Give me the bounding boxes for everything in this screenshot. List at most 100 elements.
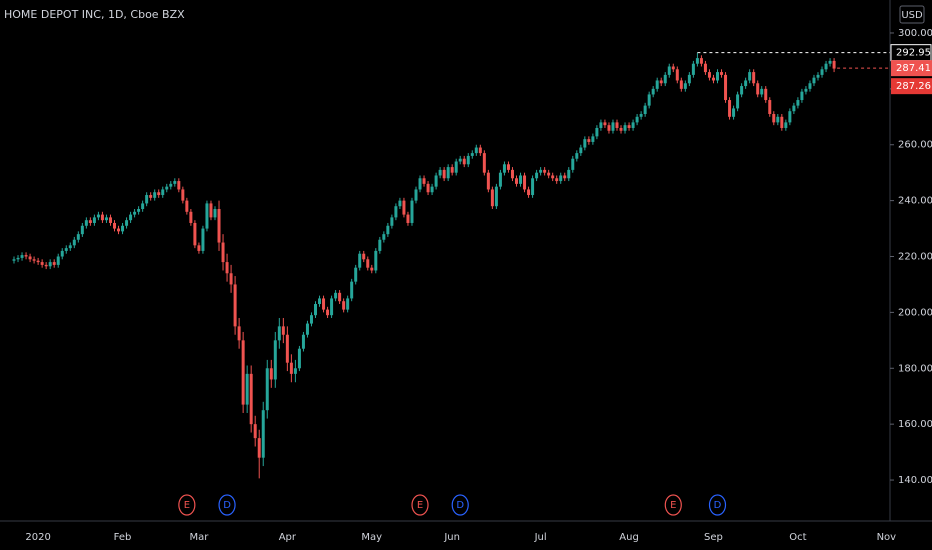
candle-body <box>502 164 506 173</box>
candle-body <box>458 158 462 162</box>
candle-body <box>482 153 486 173</box>
candle-body <box>523 175 527 190</box>
event-marker <box>411 494 429 516</box>
candle-body <box>245 373 249 405</box>
candle-body <box>44 264 48 267</box>
y-tick-label: 180.00 <box>898 363 932 374</box>
y-tick-label: 260.00 <box>898 140 932 151</box>
candle-body <box>205 203 209 229</box>
candle-body <box>261 410 265 458</box>
candle-body <box>362 253 366 260</box>
candle-body <box>671 66 675 70</box>
candle-body <box>643 105 647 115</box>
candle-body <box>607 125 611 131</box>
candle-body <box>711 77 715 81</box>
candle-body <box>173 181 177 184</box>
candle-body <box>305 323 309 335</box>
candle-body <box>494 186 498 207</box>
candle-body <box>756 83 760 95</box>
candle-body <box>141 203 145 210</box>
candle-body <box>603 122 607 126</box>
candle-body <box>330 298 334 316</box>
x-tick-label: Feb <box>114 532 132 543</box>
candle-body <box>595 127 599 137</box>
candle-body <box>752 72 756 84</box>
x-tick-label: Apr <box>279 532 297 543</box>
candle-body <box>683 83 687 89</box>
candle-body <box>129 214 133 221</box>
x-tick-label: Nov <box>877 532 897 543</box>
last-price-label: 287.41 <box>896 63 931 74</box>
candle-body <box>217 209 221 243</box>
candle-body <box>193 222 197 246</box>
candle-body <box>434 175 438 187</box>
candle-body <box>587 139 591 142</box>
candle-body <box>567 169 571 179</box>
currency-button[interactable] <box>899 5 925 24</box>
candle-body <box>760 88 764 95</box>
candle-body <box>462 158 466 165</box>
candle-body <box>366 259 370 268</box>
event-label: D <box>223 500 231 511</box>
candle-body <box>338 292 342 302</box>
high-label: 292.95 <box>896 48 931 59</box>
candle-body <box>454 161 458 173</box>
candle-body <box>346 298 350 310</box>
candle-body <box>249 373 253 425</box>
candle-body <box>209 203 213 218</box>
candle-body <box>527 189 531 196</box>
candle-body <box>334 292 338 299</box>
candle-body <box>559 175 563 182</box>
candle-body <box>84 220 88 226</box>
candle-body <box>40 262 44 265</box>
candle-body <box>169 183 173 187</box>
candle-body <box>623 125 627 131</box>
candle-body <box>728 100 732 117</box>
candle-body <box>510 169 514 179</box>
candle-body <box>52 262 56 265</box>
currency-label[interactable]: USD <box>901 10 923 21</box>
candle-body <box>350 281 354 299</box>
candle-body <box>663 74 667 84</box>
y-tick-label: 140.00 <box>898 475 932 486</box>
candle-body <box>531 178 535 196</box>
candle-body <box>382 234 386 240</box>
candle-body <box>506 164 510 170</box>
candle-body <box>615 122 619 128</box>
candle-body <box>76 234 80 240</box>
candle-body <box>800 91 804 101</box>
candle-body <box>113 222 116 229</box>
candle-body <box>181 189 185 201</box>
candle-body <box>354 267 358 282</box>
candle-body <box>808 83 812 89</box>
candle-body <box>575 153 579 159</box>
candle-body <box>466 155 470 165</box>
candle-body <box>273 340 277 380</box>
candle-body <box>776 116 780 123</box>
candle-body <box>539 169 543 173</box>
candle-body <box>229 273 233 285</box>
candle-body <box>579 147 583 154</box>
candle-body <box>189 211 193 223</box>
candle-body <box>792 105 796 112</box>
x-tick-label: Oct <box>789 532 806 543</box>
close-price-box <box>891 78 932 95</box>
candle-body <box>659 80 663 84</box>
candle-body <box>820 69 824 75</box>
candle-body <box>828 60 832 64</box>
x-tick-label: 2020 <box>25 532 50 543</box>
candle-body <box>277 326 281 341</box>
candle-body <box>48 262 52 267</box>
candle-body <box>117 228 121 232</box>
candle-body <box>667 66 671 75</box>
candle-body <box>707 72 711 78</box>
x-tick-label: May <box>361 532 382 543</box>
candle-body <box>225 262 229 274</box>
candle-body <box>390 217 394 226</box>
candle-body <box>498 172 502 187</box>
y-tick-label: 300.00 <box>898 28 932 39</box>
candle-body <box>547 172 551 176</box>
candle-body <box>157 192 161 196</box>
candle-body <box>386 225 390 235</box>
candle-body <box>744 80 748 87</box>
